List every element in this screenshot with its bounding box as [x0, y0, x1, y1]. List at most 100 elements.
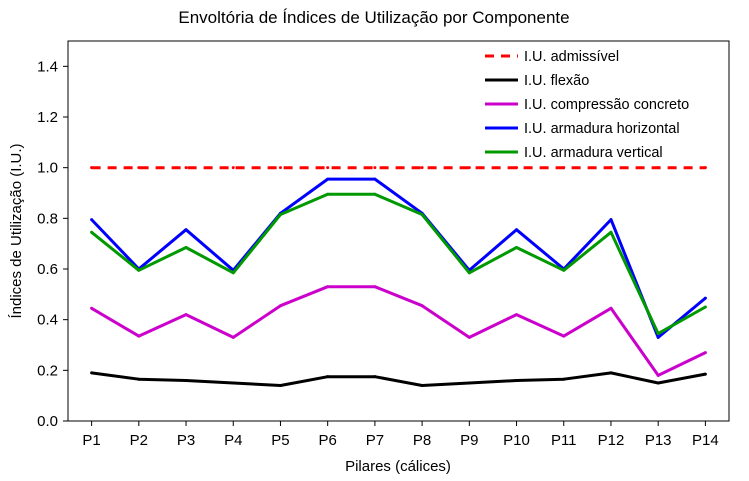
data-point: [515, 378, 519, 382]
data-point: [373, 285, 377, 289]
legend-label: I.U. admissível: [524, 49, 619, 65]
x-tick-label: P7: [366, 432, 384, 449]
data-point: [373, 192, 377, 196]
data-point: [703, 351, 707, 355]
data-point: [609, 218, 613, 222]
data-point: [326, 177, 330, 181]
x-tick-label: P14: [692, 432, 719, 449]
y-axis: 0.0 0.2 0.4 0.6 0.8 1.0 1.2 1.4: [37, 58, 68, 430]
data-point: [184, 313, 188, 317]
data-point: [562, 334, 566, 338]
legend-label: I.U. compressão concreto: [524, 97, 689, 113]
data-point: [609, 230, 613, 234]
series-layer: [90, 166, 707, 388]
data-point: [184, 166, 188, 170]
x-tick-label: P9: [460, 432, 478, 449]
data-point: [515, 228, 519, 232]
data-point: [278, 213, 282, 217]
x-tick-label: P8: [413, 432, 431, 449]
plot-area-frame: [67, 40, 730, 422]
series-line-4: [90, 192, 707, 336]
data-point: [656, 332, 660, 336]
series-line-1: [91, 371, 706, 387]
data-point: [326, 192, 330, 196]
data-point: [467, 381, 471, 385]
data-point: [420, 304, 424, 308]
data-point: [562, 377, 566, 381]
data-point: [231, 166, 235, 170]
legend-label: I.U. flexão: [524, 73, 589, 89]
data-point: [703, 305, 707, 309]
data-point: [90, 218, 94, 222]
data-point: [609, 306, 613, 310]
x-tick-label: P11: [551, 432, 577, 449]
data-point: [609, 371, 613, 375]
data-point: [656, 166, 660, 170]
data-point: [467, 271, 471, 275]
data-point: [326, 375, 330, 379]
y-tick-label: 0.4: [37, 312, 58, 329]
y-tick-label: 0.0: [37, 413, 58, 430]
x-tick-label: P4: [224, 432, 242, 449]
data-point: [373, 375, 377, 379]
data-point: [90, 230, 94, 234]
legend: I.U. admissível I.U. flexão I.U. compressã…: [485, 49, 689, 161]
data-point: [467, 166, 471, 170]
data-point: [373, 166, 377, 170]
x-tick-label: P13: [645, 432, 672, 449]
x-tick-label: P10: [503, 432, 530, 449]
data-point: [90, 306, 94, 310]
data-point: [609, 166, 613, 170]
x-tick-label: P5: [271, 432, 289, 449]
x-tick-label: P2: [130, 432, 148, 449]
data-point: [420, 166, 424, 170]
data-point: [278, 166, 282, 170]
y-tick-label: 1.0: [37, 160, 58, 177]
data-point: [137, 334, 141, 338]
x-axis-title: Pilares (cálices): [345, 458, 451, 475]
data-point: [326, 166, 330, 170]
x-tick-label: P1: [82, 432, 100, 449]
y-tick-label: 1.2: [37, 109, 58, 126]
data-point: [562, 166, 566, 170]
data-point: [703, 372, 707, 376]
data-point: [420, 213, 424, 217]
y-tick-label: 1.4: [37, 58, 58, 75]
data-point: [515, 313, 519, 317]
data-point: [184, 378, 188, 382]
legend-label: I.U. armadura vertical: [524, 145, 663, 161]
data-point: [184, 245, 188, 249]
data-point: [137, 268, 141, 272]
data-point: [231, 335, 235, 339]
data-point: [231, 271, 235, 275]
data-point: [184, 228, 188, 232]
data-point: [137, 377, 141, 381]
data-point: [137, 166, 141, 170]
data-point: [703, 166, 707, 170]
data-point: [515, 166, 519, 170]
chart-title: Envoltória de Índices de Utilização por …: [178, 8, 569, 27]
data-point: [373, 177, 377, 181]
data-point: [420, 384, 424, 388]
x-tick-label: P3: [177, 432, 195, 449]
data-point: [656, 381, 660, 385]
y-tick-label: 0.8: [37, 210, 58, 227]
series-line-3: [90, 177, 707, 339]
data-point: [703, 296, 707, 300]
data-point: [515, 245, 519, 249]
x-axis: P1 P2 P3 P4 P5 P6 P7 P8 P9 P10 P11 P12 P13 P14: [82, 421, 719, 449]
data-point: [90, 371, 94, 375]
data-point: [326, 285, 330, 289]
y-axis-title: Índices de Utilização (I.U.): [8, 143, 25, 318]
data-point: [656, 335, 660, 339]
x-tick-label: P6: [318, 432, 336, 449]
series-line-2: [90, 285, 707, 377]
data-point: [656, 373, 660, 377]
data-point: [562, 268, 566, 272]
data-point: [231, 381, 235, 385]
y-tick-label: 0.2: [37, 362, 58, 379]
data-point: [278, 304, 282, 308]
legend-label: I.U. armadura horizontal: [524, 121, 680, 137]
